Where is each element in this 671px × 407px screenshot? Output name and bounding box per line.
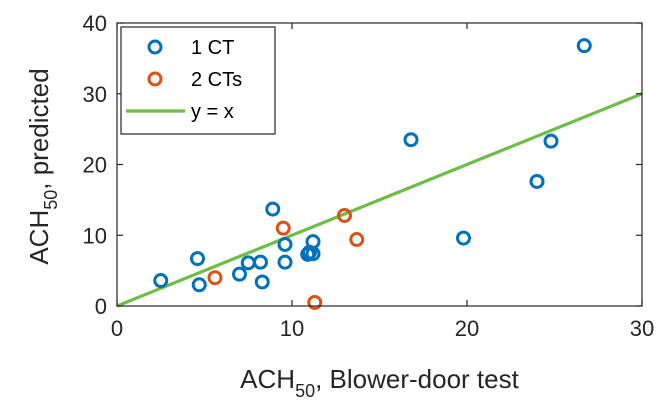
y-axis-label-group: ACH50, predicted	[24, 68, 61, 264]
data-points	[153, 38, 592, 310]
point-1-ct	[253, 254, 268, 270]
x-axis-ticks: 0 10 20 30	[111, 23, 654, 341]
y-equals-x-line	[116, 92, 643, 308]
point-1-ct	[232, 266, 247, 282]
point-2-cts	[275, 220, 291, 236]
point-2-cts	[349, 231, 365, 247]
x-tick-label: 0	[111, 316, 123, 341]
legend-marker-2-cts	[147, 71, 163, 87]
point-1-ct	[456, 230, 471, 246]
point-1-ct	[153, 273, 169, 289]
legend-label-2-cts: 2 CTs	[191, 69, 242, 91]
point-1-ct	[254, 274, 270, 290]
point-2-cts	[207, 270, 223, 286]
legend-label-1-ct: 1 CT	[191, 37, 234, 59]
x-axis-label: ACH50, Blower-door test	[240, 364, 519, 401]
y-axis-label: ACH50, predicted	[24, 68, 61, 264]
y-axis-ticks: 0 10 20 30 40	[83, 11, 642, 319]
x-tick-label: 10	[280, 316, 304, 341]
point-2-cts	[307, 294, 323, 310]
point-1-ct	[543, 133, 559, 149]
point-1-ct	[191, 277, 207, 293]
y-tick-label: 10	[83, 223, 107, 248]
y-tick-label: 20	[83, 153, 107, 178]
point-1-ct	[529, 173, 545, 189]
legend-label-y-equals-x: y = x	[191, 101, 234, 123]
point-1-ct	[265, 201, 281, 217]
y-tick-label: 0	[95, 294, 107, 319]
point-1-ct	[403, 132, 419, 148]
y-tick-label: 40	[83, 11, 107, 36]
point-2-cts	[337, 207, 352, 223]
y-tick-label: 30	[83, 82, 107, 107]
point-1-ct	[277, 254, 293, 270]
legend-box	[120, 26, 276, 135]
point-1-ct	[190, 251, 205, 267]
legend-marker-1-ct	[147, 39, 163, 55]
point-1-ct	[305, 246, 321, 262]
x-tick-label: 30	[630, 316, 654, 341]
point-1-ct	[576, 38, 592, 54]
x-tick-label: 20	[455, 316, 479, 341]
legend: 1 CT 2 CTs y = x	[120, 26, 276, 135]
point-1-ct	[277, 236, 293, 252]
